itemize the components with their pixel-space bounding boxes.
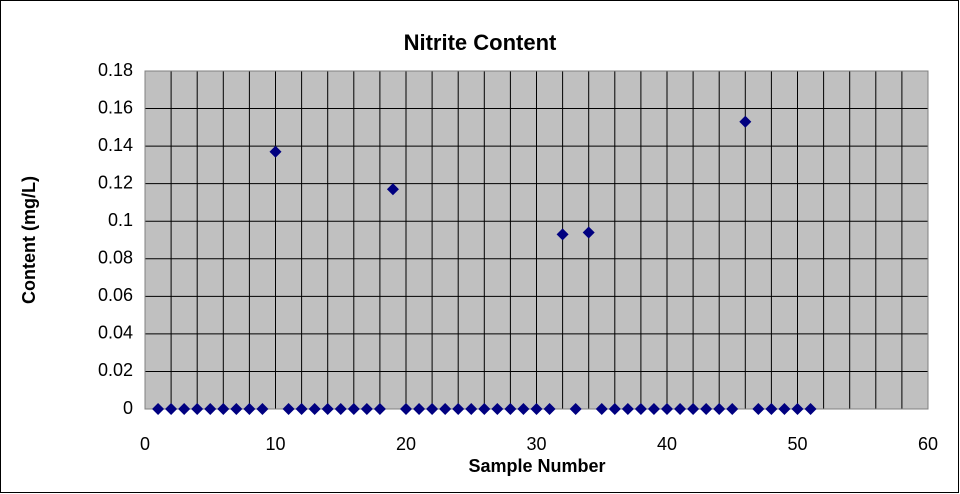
data-point bbox=[569, 403, 582, 415]
data-point bbox=[452, 403, 465, 415]
chart-title: Nitrite Content bbox=[404, 30, 557, 55]
data-point bbox=[478, 403, 491, 415]
x-axis-title: Sample Number bbox=[468, 456, 605, 476]
data-point bbox=[556, 228, 569, 241]
data-point bbox=[661, 403, 673, 415]
data-point bbox=[230, 403, 243, 415]
x-tick-label: 40 bbox=[657, 434, 677, 454]
y-tick-label: 0.08 bbox=[98, 248, 133, 268]
data-point bbox=[687, 403, 700, 415]
data-point bbox=[334, 403, 347, 415]
data-point bbox=[308, 403, 321, 415]
data-point bbox=[165, 403, 178, 415]
data-point bbox=[608, 403, 621, 415]
data-point bbox=[700, 403, 713, 415]
data-point bbox=[439, 403, 452, 415]
data-point bbox=[321, 403, 334, 415]
x-tick-label: 60 bbox=[918, 434, 938, 454]
data-point bbox=[595, 403, 608, 415]
data-point bbox=[491, 403, 504, 415]
x-tick-label: 50 bbox=[787, 434, 807, 454]
y-tick-label: 0 bbox=[123, 398, 133, 418]
data-point bbox=[543, 403, 556, 415]
x-tick-label: 0 bbox=[140, 434, 150, 454]
data-point bbox=[465, 403, 478, 415]
data-point bbox=[256, 403, 269, 415]
data-point bbox=[752, 403, 765, 415]
data-point bbox=[621, 403, 634, 415]
data-point bbox=[517, 403, 530, 415]
data-point bbox=[530, 403, 543, 415]
data-point bbox=[726, 403, 739, 415]
data-point bbox=[647, 403, 660, 415]
data-point bbox=[413, 403, 426, 415]
data-point bbox=[386, 183, 399, 196]
y-axis-title: Content (mg/L) bbox=[19, 176, 39, 304]
data-point bbox=[360, 403, 373, 415]
data-point bbox=[191, 403, 204, 415]
data-point bbox=[778, 403, 791, 415]
data-point bbox=[765, 403, 778, 415]
y-tick-label: 0.06 bbox=[98, 285, 133, 305]
data-point bbox=[217, 403, 230, 415]
data-point bbox=[295, 403, 308, 415]
y-tick-label: 0.04 bbox=[98, 323, 133, 343]
y-tick-label: 0.18 bbox=[98, 60, 133, 80]
data-point bbox=[204, 403, 217, 415]
y-tick-label: 0.14 bbox=[98, 135, 133, 155]
y-tick-label: 0.1 bbox=[108, 210, 133, 230]
data-point bbox=[269, 145, 282, 158]
y-tick-label: 0.02 bbox=[98, 360, 133, 380]
data-point bbox=[634, 403, 647, 415]
data-point bbox=[178, 403, 191, 415]
x-tick-label: 30 bbox=[526, 434, 546, 454]
y-tick-label: 0.16 bbox=[98, 97, 133, 117]
data-point bbox=[674, 403, 687, 415]
data-point bbox=[400, 403, 412, 415]
data-point bbox=[504, 403, 517, 415]
data-point bbox=[243, 403, 256, 415]
data-point bbox=[582, 226, 595, 239]
data-point bbox=[282, 403, 295, 415]
data-point bbox=[152, 403, 165, 415]
data-point bbox=[347, 403, 360, 415]
y-tick-label: 0.12 bbox=[98, 172, 133, 192]
x-tick-label: 20 bbox=[396, 434, 416, 454]
data-point bbox=[713, 403, 726, 415]
data-point bbox=[739, 115, 752, 128]
x-tick-label: 10 bbox=[265, 434, 285, 454]
data-point bbox=[373, 403, 386, 415]
data-point bbox=[791, 403, 804, 415]
data-point bbox=[426, 403, 439, 415]
data-point bbox=[804, 403, 817, 415]
